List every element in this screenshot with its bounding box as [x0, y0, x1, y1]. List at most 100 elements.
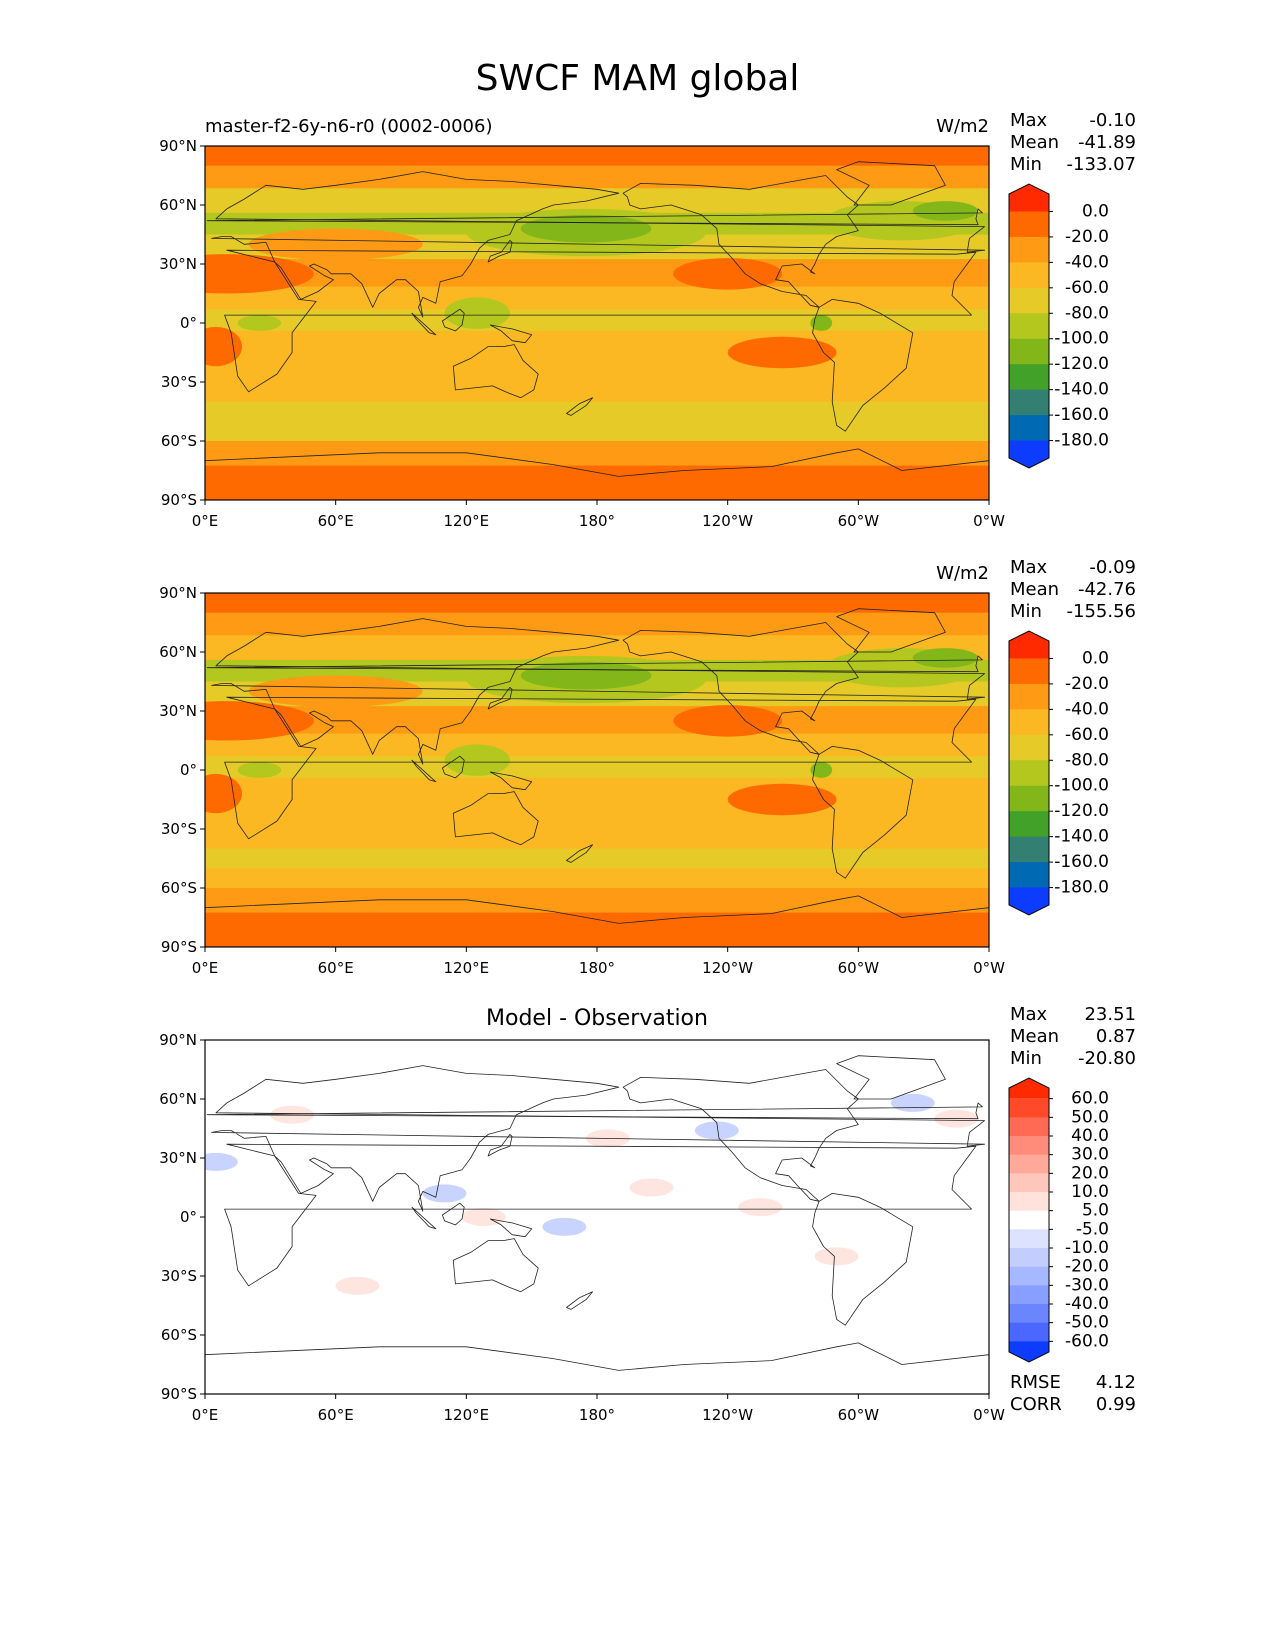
colorbar-tick-label: 30.0: [1071, 1145, 1109, 1165]
y-tick-label: 90°S: [161, 938, 197, 956]
colorbar-bin: [1009, 658, 1049, 685]
stat-label: Min: [1010, 154, 1042, 175]
field-feature: [727, 336, 837, 369]
zonal-band: [205, 441, 989, 467]
colorbar-tick-label: -180.0: [1054, 431, 1109, 451]
y-tick-label: 90°N: [159, 1031, 197, 1049]
colorbar-bin: [1009, 364, 1049, 391]
coastline: [211, 618, 985, 765]
stat-row: Mean -42.76: [1010, 579, 1136, 601]
colorbar-tick-label: -60.0: [1065, 1331, 1109, 1351]
colorbar-bin: [1009, 211, 1049, 238]
colorbar-tick-label: -60.0: [1065, 278, 1109, 298]
colorbar-bin: [1009, 887, 1049, 915]
zonal-band: [205, 733, 989, 757]
x-tick-label: 0°W: [973, 1406, 1005, 1424]
colorbar-bin: [1009, 1322, 1049, 1342]
y-tick-label: 60°N: [159, 196, 197, 214]
colorbar-tick-label: -50.0: [1065, 1313, 1109, 1333]
colorbar-bin: [1009, 811, 1049, 838]
colorbar-bin: [1009, 631, 1049, 659]
colorbar-bin: [1009, 287, 1049, 314]
coastline: [812, 746, 914, 879]
field-feature: [205, 326, 243, 367]
stat-value: -155.56: [1066, 601, 1136, 622]
anomaly-patch: [629, 1178, 674, 1197]
stat-label: Max: [1010, 1004, 1048, 1025]
panel-title: Model - Observation: [486, 1006, 708, 1031]
stat-value: 4.12: [1095, 1372, 1136, 1393]
colorbar-bin: [1009, 1266, 1049, 1286]
anomaly-patch: [422, 1184, 467, 1203]
y-tick-label: 30°N: [159, 1149, 197, 1167]
coastline: [411, 759, 437, 783]
colorbar-tick-label: -30.0: [1065, 1275, 1109, 1295]
colorbar-tick-label: 0.0: [1082, 648, 1109, 668]
coastline: [622, 1069, 859, 1202]
map-panel-2: 0°E 60°E 120°E 180° 120°W 60°W 0°W 90°N 60°N 30°N…: [159, 584, 1109, 977]
coastline: [441, 755, 465, 779]
colorbar-tick-label: -180.0: [1054, 878, 1109, 898]
coastline: [566, 397, 593, 416]
zonal-band: [205, 848, 989, 869]
zonal-band: [205, 286, 989, 310]
stat-row: RMSE 4.12: [1010, 1372, 1136, 1394]
coastline: [205, 895, 989, 947]
field-feature: [520, 661, 652, 690]
x-tick-label: 180°: [579, 512, 615, 530]
zonal-band: [205, 799, 989, 825]
x-tick-label: 60°E: [318, 1406, 354, 1424]
x-tick-label: 60°W: [838, 512, 880, 530]
stat-row: Max -0.09: [1010, 557, 1136, 579]
colorbar-tick-label: -140.0: [1054, 380, 1109, 400]
anomaly-patch: [814, 1247, 859, 1266]
field-feature: [912, 648, 979, 668]
colorbar-bin: [1009, 1078, 1049, 1099]
panel-units: W/m2: [936, 116, 989, 137]
x-tick-label: 120°E: [444, 959, 490, 977]
colorbar-bin: [1009, 1285, 1049, 1305]
x-tick-label: 120°E: [444, 1406, 490, 1424]
field-feature: [520, 214, 652, 243]
stat-value: -133.07: [1066, 154, 1136, 175]
colorbar-bin: [1009, 683, 1049, 710]
coastline: [206, 208, 983, 226]
colorbar-bin: [1009, 262, 1049, 289]
colorbar-tick-label: 50.0: [1071, 1107, 1109, 1127]
colorbar-tick-label: -80.0: [1065, 303, 1109, 323]
stat-value: -20.80: [1077, 1048, 1136, 1069]
colorbar-bin: [1009, 734, 1049, 761]
stat-row: Max 23.51: [1010, 1004, 1136, 1026]
colorbar-bin: [1009, 1229, 1049, 1249]
coastline: [487, 1134, 513, 1157]
field-feature: [368, 711, 434, 731]
colorbar-bin: [1009, 1154, 1049, 1174]
colorbar-bin: [1009, 184, 1049, 212]
coastline: [489, 771, 533, 791]
coastline: [452, 344, 539, 399]
field-feature: [205, 701, 314, 741]
colorbar-bin: [1009, 709, 1049, 736]
anomaly-patch: [738, 1198, 783, 1217]
stat-row: Min -155.56: [1010, 601, 1136, 623]
panel-error-stats: RMSE 4.12 CORR 0.99: [1010, 1372, 1136, 1416]
zonal-band: [205, 309, 989, 332]
zonal-band: [205, 912, 989, 947]
field-feature: [205, 254, 314, 294]
field-feature: [368, 264, 434, 284]
colorbar-tick-label: -80.0: [1065, 750, 1109, 770]
colorbar: 0.0 -20.0 -40.0 -60.0 -80.0 -100.0 -120.0 -140.…: [1008, 630, 1109, 916]
y-tick-label: 0°: [180, 1208, 197, 1226]
colorbar-tick-label: 10.0: [1071, 1182, 1109, 1202]
colorbar-tick-label: -40.0: [1065, 252, 1109, 272]
anomaly-patch: [461, 1208, 506, 1226]
stat-row: CORR 0.99: [1010, 1394, 1136, 1416]
coastline: [205, 1342, 989, 1394]
y-tick-label: 60°S: [161, 879, 197, 897]
coastline: [441, 1202, 465, 1226]
colorbar-bin: [1009, 338, 1049, 365]
colorbar-tick-label: -60.0: [1065, 725, 1109, 745]
field-feature: [444, 297, 510, 329]
x-tick-label: 0°E: [192, 1406, 219, 1424]
